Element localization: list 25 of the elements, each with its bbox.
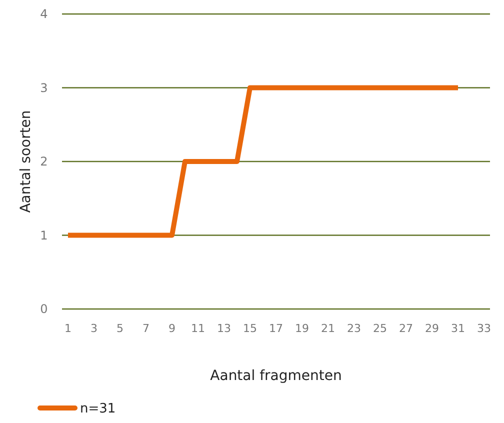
x-tick-label: 23 <box>347 322 362 335</box>
x-tick-label: 11 <box>190 322 205 335</box>
y-tick-label: 2 <box>40 154 48 169</box>
x-tick-label: 17 <box>269 322 283 335</box>
x-tick-label: 33 <box>477 322 492 335</box>
x-tick-label: 27 <box>399 322 414 335</box>
x-tick-label: 3 <box>90 322 98 335</box>
legend-label: n=31 <box>80 402 116 417</box>
x-tick-label: 21 <box>321 322 336 335</box>
x-axis-title: Aantal fragmenten <box>210 368 342 384</box>
y-axis-title: Aantal soorten <box>18 110 34 213</box>
y-tick-label: 1 <box>40 228 48 242</box>
y-tick-label: 0 <box>40 302 48 316</box>
x-tick-label: 15 <box>243 322 257 335</box>
x-tick-label: 19 <box>295 322 309 335</box>
x-tick-label: 9 <box>168 322 176 335</box>
x-tick-label: 7 <box>142 322 150 335</box>
x-tick-label: 31 <box>451 322 466 335</box>
x-tick-label: 1 <box>64 322 72 335</box>
x-tick-label: 5 <box>116 322 124 335</box>
x-tick-label: 13 <box>216 322 231 335</box>
y-tick-label: 3 <box>40 80 48 95</box>
x-tick-label: 25 <box>373 322 388 335</box>
x-tick-label: 29 <box>425 322 440 335</box>
y-tick-label: 4 <box>40 7 48 22</box>
